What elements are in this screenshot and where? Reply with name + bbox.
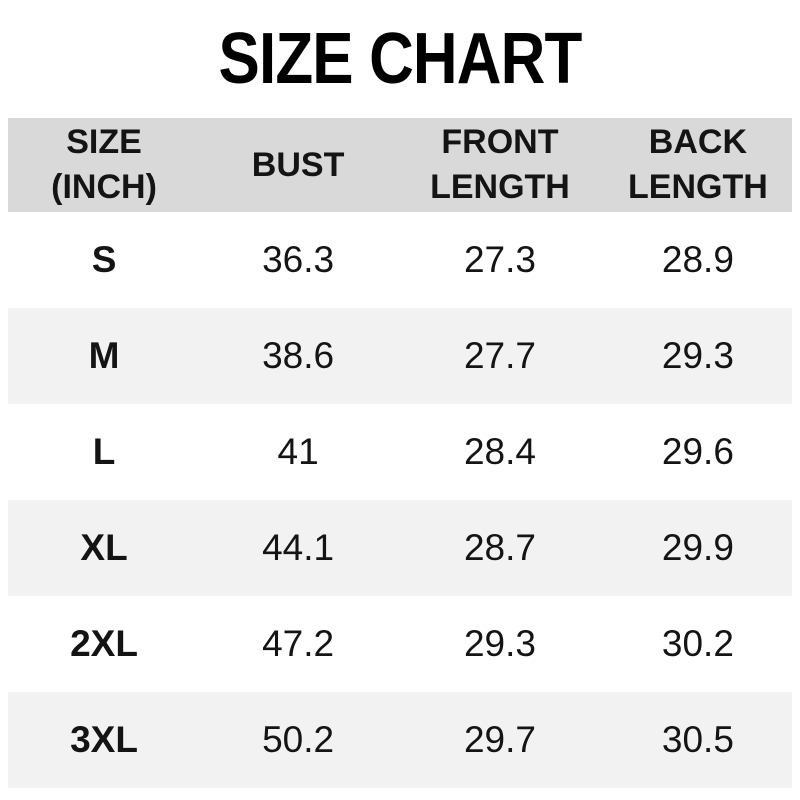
- table-header-row: SIZE (INCH) BUST FRONT LENGTH BACK LENGT…: [8, 118, 792, 212]
- cell-bust: 36.3: [262, 239, 335, 280]
- table-row-xl: XL 44.1 28.7 29.9: [8, 500, 792, 596]
- column-header-size-inch: SIZE (INCH): [8, 118, 200, 212]
- cell-bust: 50.2: [262, 719, 335, 760]
- table-row-m: M 38.6 27.7 29.3: [8, 308, 792, 404]
- header-line: LENGTH: [430, 168, 570, 206]
- header-line: SIZE: [66, 123, 142, 161]
- cell-size: M: [88, 335, 120, 376]
- cell-back-length: 30.5: [661, 719, 734, 760]
- cell-front-length: 27.7: [463, 335, 536, 376]
- column-header-back-length: BACK LENGTH: [604, 118, 792, 212]
- header-line: FRONT: [441, 123, 559, 161]
- header-line: LENGTH: [628, 168, 768, 206]
- cell-size: 2XL: [70, 623, 138, 664]
- cell-size: S: [91, 239, 117, 280]
- cell-bust: 47.2: [262, 623, 335, 664]
- cell-back-length: 30.2: [661, 623, 734, 664]
- page-title: SIZE CHART: [218, 19, 583, 99]
- table-row-l: L 41 28.4 29.6: [8, 404, 792, 500]
- cell-front-length: 29.3: [463, 623, 536, 664]
- cell-front-length: 28.7: [463, 527, 536, 568]
- cell-bust: 38.6: [262, 335, 335, 376]
- cell-size: XL: [80, 527, 128, 568]
- table-row-2xl: 2XL 47.2 29.3 30.2: [8, 596, 792, 692]
- title-bar: SIZE CHART: [0, 0, 800, 118]
- cell-size: L: [92, 431, 116, 472]
- cell-back-length: 29.9: [661, 527, 734, 568]
- size-chart-table: SIZE (INCH) BUST FRONT LENGTH BACK LENGT…: [8, 118, 792, 788]
- cell-back-length: 29.6: [661, 431, 734, 472]
- header-line: BACK: [648, 123, 748, 161]
- cell-front-length: 28.4: [463, 431, 536, 472]
- column-header-front-length: FRONT LENGTH: [396, 118, 604, 212]
- table-row-s: S 36.3 27.3 28.9: [8, 212, 792, 308]
- cell-front-length: 27.3: [463, 239, 536, 280]
- cell-back-length: 29.3: [661, 335, 734, 376]
- header-line: BUST: [251, 145, 345, 184]
- column-header-bust: BUST: [200, 118, 396, 212]
- cell-size: 3XL: [70, 719, 138, 760]
- cell-back-length: 28.9: [661, 239, 734, 280]
- table-row-3xl: 3XL 50.2 29.7 30.5: [8, 692, 792, 788]
- cell-front-length: 29.7: [463, 719, 536, 760]
- cell-bust: 41: [277, 431, 319, 472]
- cell-bust: 44.1: [262, 527, 335, 568]
- header-line: (INCH): [51, 168, 157, 206]
